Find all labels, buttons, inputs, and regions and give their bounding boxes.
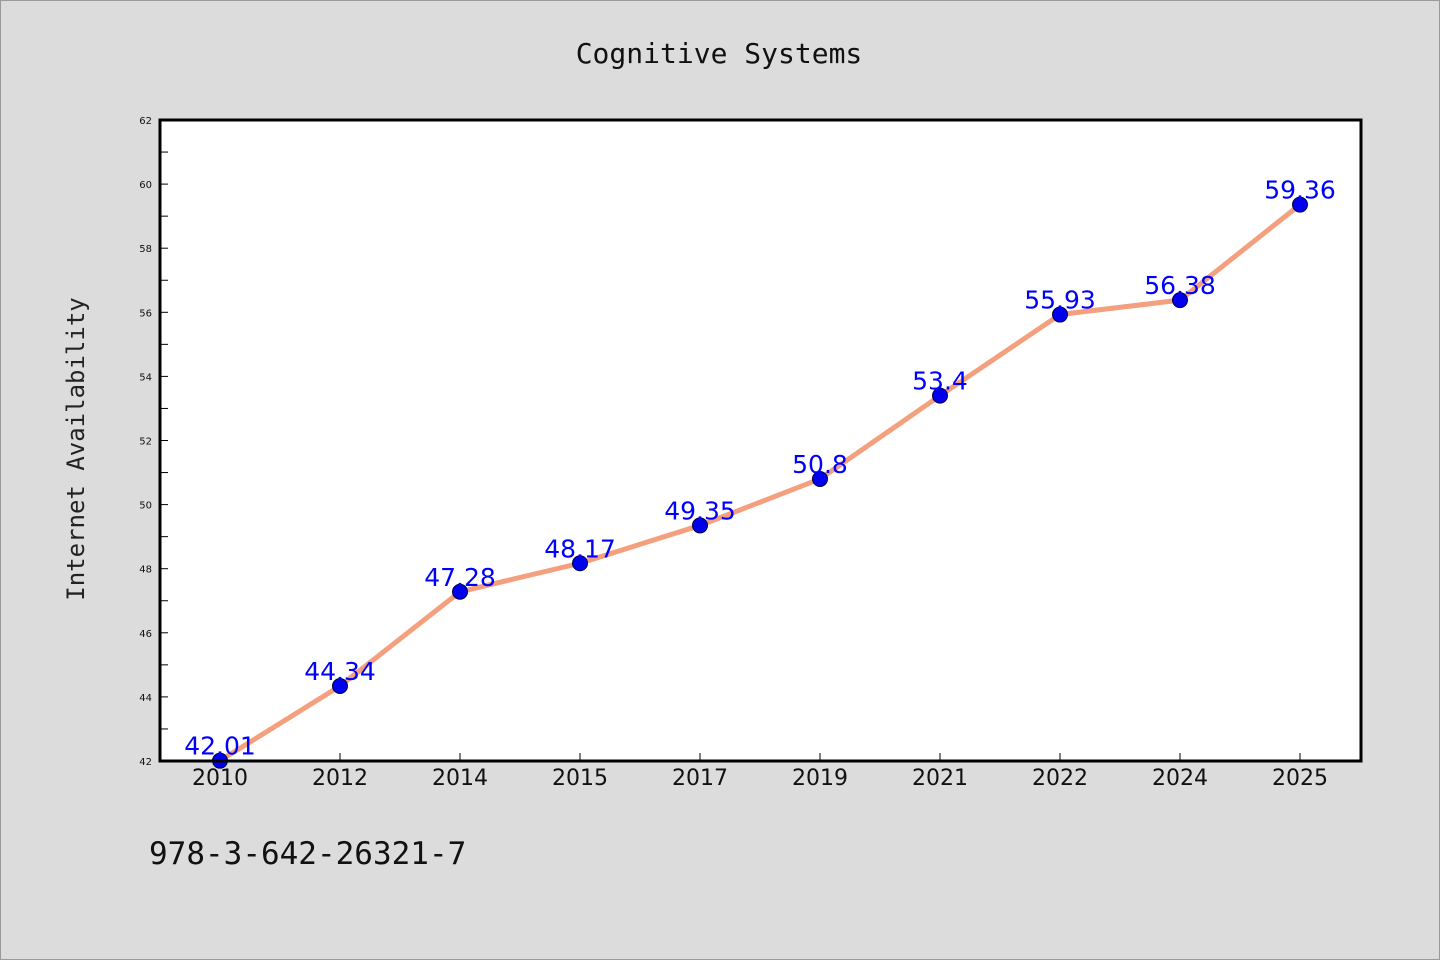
x-tick-label: 2021 [912, 766, 968, 791]
y-tick-label: 62 [139, 116, 152, 127]
data-labels: 42.01 44.34 47.28 48.17 49.35 50.8 53.4 55.93 56… [184, 176, 1336, 761]
data-label: 59.36 [1264, 176, 1336, 205]
y-tick-label: 60 [139, 180, 152, 191]
y-tick-label: 58 [139, 244, 152, 255]
plot-border [158, 118, 1363, 763]
series-line-layer [217, 202, 1303, 764]
data-point [1052, 306, 1068, 323]
isbn-footer: 978-3-642-26321-7 [149, 836, 466, 872]
data-point [692, 517, 708, 534]
chart-title: Cognitive Systems [576, 37, 863, 70]
y-tick-label: 46 [139, 629, 152, 640]
data-label: 56.38 [1144, 271, 1216, 300]
y-tick-label: 52 [139, 437, 152, 448]
y-tick-label: 42 [139, 757, 152, 768]
x-tick-label: 2022 [1032, 766, 1088, 791]
y-tick-label: 56 [139, 308, 152, 319]
data-label: 47.28 [424, 563, 496, 592]
data-label: 42.01 [184, 732, 256, 761]
x-tick-label: 2014 [432, 766, 488, 791]
data-point [1292, 196, 1308, 213]
x-tick-label: 2017 [672, 766, 728, 791]
data-label: 53.4 [912, 367, 968, 396]
data-point [1172, 292, 1188, 309]
x-tick-label: 2019 [792, 766, 848, 791]
data-point [932, 387, 948, 404]
data-point [332, 678, 348, 695]
plot-area [160, 120, 1361, 761]
series-line [217, 202, 1303, 764]
y-tick-label: 44 [139, 693, 152, 704]
data-label: 55.93 [1024, 286, 1096, 315]
data-point [812, 470, 828, 487]
x-tick-label: 2024 [1152, 766, 1208, 791]
x-tick-label: 2012 [312, 766, 368, 791]
data-label: 44.34 [304, 657, 376, 686]
x-tick-label: 2010 [192, 766, 248, 791]
y-tick-label: 54 [139, 372, 152, 383]
data-points [212, 196, 1308, 769]
y-tick-label: 50 [139, 501, 152, 512]
x-tick-label: 2015 [552, 766, 608, 791]
y-axis-label: Internet Availability [62, 297, 90, 600]
data-point [452, 583, 468, 600]
data-point [572, 555, 588, 572]
data-label: 50.8 [792, 450, 848, 479]
data-label: 49.35 [664, 496, 736, 525]
y-tick-label: 48 [139, 565, 152, 576]
x-tick-label: 2025 [1272, 766, 1328, 791]
data-label: 48.17 [544, 534, 616, 563]
